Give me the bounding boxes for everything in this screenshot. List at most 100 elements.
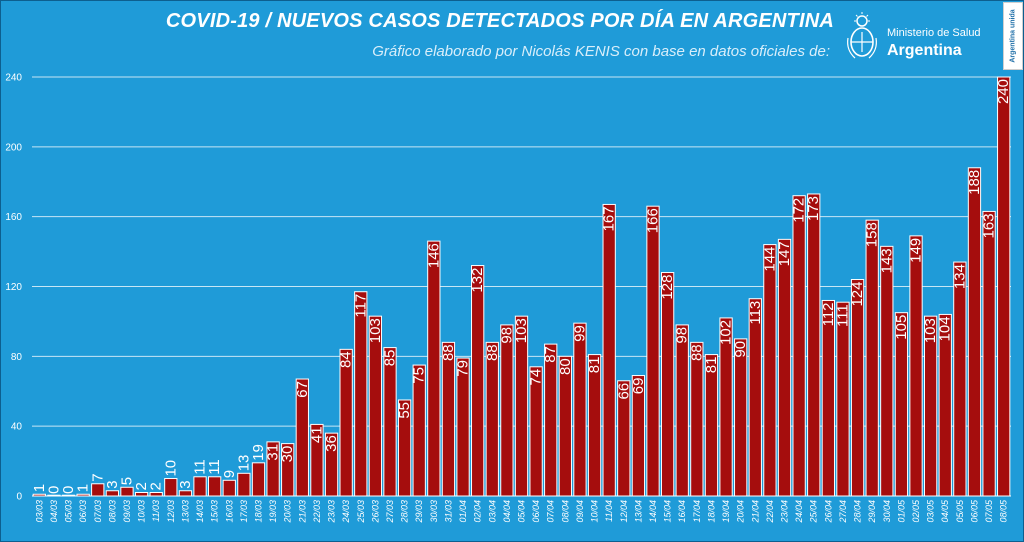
bar-24/03 (339, 348, 353, 497)
bar-15/03 (208, 476, 222, 497)
x-tick-label-20/03: 20/03 (283, 500, 293, 524)
x-tick-label-23/04: 23/04 (780, 500, 790, 524)
x-tick-layer: 03/03 04/03 05/03 06/03 07/03 08/03 09/03 10/03… (34, 499, 1008, 524)
data-label-11/04: 167 (601, 206, 618, 231)
bar-layer (32, 76, 1011, 497)
x-tick-label-09/04: 09/04 (575, 500, 585, 523)
x-tick-label-29/03: 29/03 (414, 500, 424, 524)
x-tick-label-14/04: 14/04 (648, 500, 658, 523)
x-tick-label-18/04: 18/04 (706, 500, 716, 523)
x-tick-label-17/04: 17/04 (692, 500, 702, 523)
data-label-05/05: 134 (951, 264, 968, 289)
x-tick-label-26/03: 26/03 (370, 500, 380, 524)
x-tick-label-18/03: 18/03 (253, 500, 263, 523)
x-tick-label-03/05: 03/05 (926, 499, 936, 523)
x-tick-label-30/04: 30/04 (882, 500, 892, 523)
x-tick-label-10/03: 10/03 (137, 500, 147, 523)
chart-title: COVID-19 / NUEVOS CASOS DETECTADOS POR D… (165, 10, 834, 32)
x-tick-label-15/03: 15/03 (210, 500, 220, 523)
data-label-03/03: 1 (31, 484, 48, 492)
x-tick-label-29/04: 29/04 (867, 500, 877, 524)
x-tick-label-07/03: 07/03 (93, 500, 103, 523)
data-label-13/03: 3 (177, 480, 194, 488)
data-label-15/04: 128 (659, 275, 676, 300)
x-tick-label-27/04: 27/04 (838, 500, 848, 524)
logo-ministerio-text: Ministerio de Salud (887, 27, 981, 39)
x-tick-label-22/03: 22/03 (312, 500, 322, 524)
bar-17/04 (690, 341, 704, 497)
x-tick-label-03/04: 03/04 (487, 500, 497, 523)
bar-10/03 (134, 492, 149, 497)
bar-29/04 (865, 219, 879, 497)
bar-31/03 (441, 341, 456, 497)
x-tick-label-09/03: 09/03 (122, 500, 132, 523)
data-label-17/03: 13 (235, 455, 252, 472)
data-label-26/04: 112 (820, 302, 837, 326)
data-label-05/04: 103 (513, 318, 530, 343)
x-tick-label-16/03: 16/03 (224, 500, 234, 523)
data-label-25/04: 173 (805, 196, 822, 221)
bar-16/03 (222, 479, 236, 497)
x-tick-label-07/04: 07/04 (546, 500, 556, 523)
data-label-29/03: 75 (411, 367, 428, 384)
data-label-23/03: 36 (323, 435, 340, 452)
bar-03/04 (485, 341, 499, 497)
x-tick-label-24/03: 24/03 (341, 500, 351, 524)
data-label-30/03: 146 (425, 243, 442, 268)
x-tick-label-20/04: 20/04 (736, 500, 746, 524)
data-label-18/03: 19 (250, 444, 267, 461)
bar-07/04 (544, 343, 558, 497)
data-label-11/03: 2 (148, 482, 165, 490)
bar-10/04 (587, 354, 602, 497)
bar-16/04 (675, 324, 689, 497)
x-tick-label-11/03: 11/03 (151, 500, 161, 522)
data-label-28/04: 124 (849, 282, 866, 307)
bar-08/05 (997, 76, 1011, 497)
x-tick-label-26/04: 26/04 (823, 500, 833, 524)
y-tick-label-40: 40 (11, 422, 23, 433)
x-tick-label-01/05: 01/05 (896, 499, 906, 523)
x-tick-label-07/05: 07/05 (984, 499, 994, 523)
data-label-06/04: 74 (528, 369, 545, 386)
data-label-04/03: 0 (45, 486, 62, 494)
data-label-08/05: 240 (995, 79, 1012, 104)
bar-14/04 (646, 205, 660, 497)
x-tick-label-02/05: 02/05 (911, 499, 921, 523)
x-tick-label-17/03: 17/03 (239, 500, 249, 523)
data-label-10/04: 81 (586, 357, 603, 374)
data-label-14/04: 166 (645, 208, 662, 233)
data-label-27/03: 85 (381, 350, 398, 367)
data-label-25/03: 117 (352, 294, 369, 318)
bar-22/04 (763, 244, 777, 497)
bar-30/03 (427, 240, 441, 497)
x-tick-label-24/04: 24/04 (794, 500, 804, 524)
x-tick-label-21/03: 21/03 (297, 500, 307, 524)
data-label-16/04: 98 (674, 327, 691, 344)
data-label-31/03: 88 (440, 344, 457, 361)
data-label-10/03: 2 (133, 482, 150, 490)
x-tick-label-28/03: 28/03 (400, 500, 410, 524)
data-label-02/05: 149 (908, 238, 925, 263)
bar-11/03 (149, 492, 163, 497)
x-tick-label-11/04: 11/04 (604, 500, 614, 522)
x-tick-label-05/03: 05/03 (64, 500, 74, 523)
bar-02/05 (909, 235, 923, 497)
data-label-24/03: 84 (338, 351, 355, 368)
data-label-22/03: 41 (308, 426, 325, 443)
data-label-01/05: 105 (893, 315, 910, 340)
data-label-07/05: 163 (981, 213, 998, 238)
data-label-19/04: 102 (718, 320, 735, 345)
x-tick-label-13/03: 13/03 (180, 500, 190, 523)
data-label-20/04: 90 (732, 341, 749, 358)
x-tick-label-08/05: 08/05 (999, 499, 1009, 523)
bar-23/04 (777, 238, 792, 497)
data-label-02/04: 132 (469, 268, 486, 293)
data-label-21/04: 113 (747, 301, 764, 325)
bar-18/03 (251, 462, 266, 497)
x-tick-label-02/04: 02/04 (473, 500, 483, 523)
bar-28/04 (850, 279, 865, 497)
bar-30/04 (880, 245, 894, 497)
x-tick-label-05/05: 05/05 (955, 499, 965, 523)
x-tick-label-06/03: 06/03 (78, 500, 88, 523)
chart-subtitle: Gráfico elaborado por Nicolás KENIS con … (372, 43, 830, 60)
